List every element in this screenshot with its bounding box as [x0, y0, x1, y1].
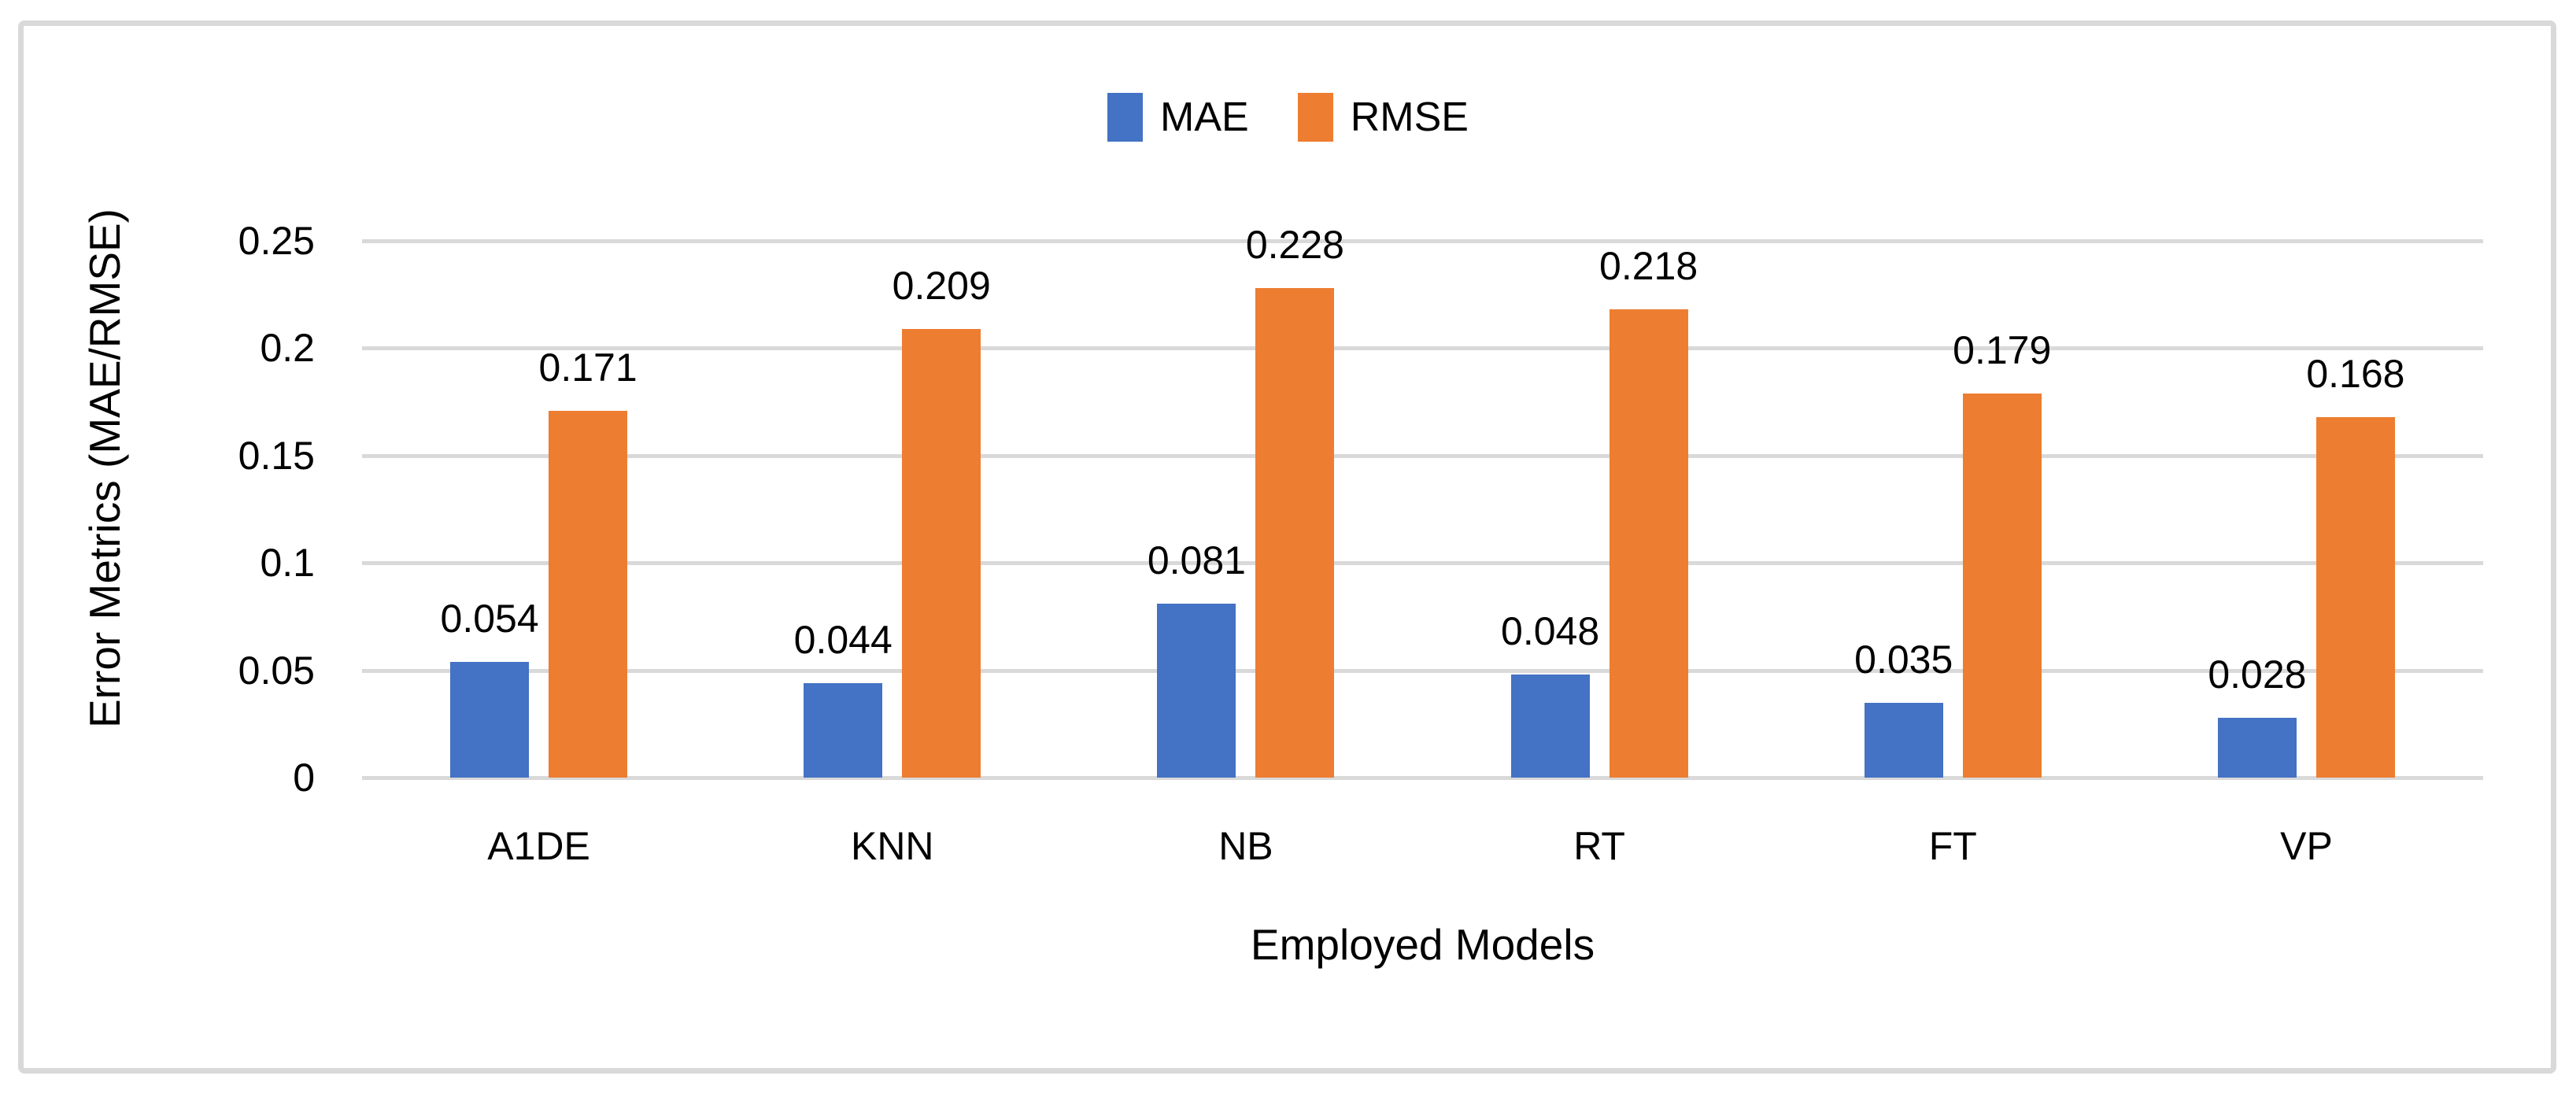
y-tick-label-0.15: 0.15 — [238, 433, 315, 478]
data-label-rmse-rt: 0.218 — [1599, 244, 1698, 289]
x-axis-title: Employed Models — [1250, 920, 1595, 969]
data-label-rmse-knn: 0.209 — [892, 263, 991, 308]
bar-mae-nb: 0.081 — [1148, 538, 1246, 778]
mae-swatch-icon — [1107, 93, 1144, 142]
data-label-mae-vp: 0.028 — [2208, 652, 2307, 697]
gridline-0.1 — [362, 561, 2483, 566]
bar-group-nb: 0.081 0.228 — [1069, 223, 1422, 778]
legend-item-mae: MAE — [1107, 93, 1249, 142]
bar-rmse-ft: 0.179 — [1953, 328, 2051, 778]
rmse-swatch-icon — [1297, 93, 1333, 142]
y-tick-label-0.05: 0.05 — [238, 648, 315, 693]
y-tick-label-0.1: 0.1 — [260, 541, 315, 586]
plot-area: 0.054 0.171 0.044 0.209 0.081 0.228 0.048 0.218… — [362, 223, 2483, 780]
data-label-mae-ft: 0.035 — [1854, 637, 1953, 682]
data-label-mae-knn: 0.044 — [793, 617, 893, 662]
gridline-0.15 — [362, 453, 2483, 458]
bar-rmse-nb: 0.228 — [1246, 223, 1344, 778]
gridline-0.25 — [362, 239, 2483, 243]
bar-mae-rt: 0.048 — [1501, 609, 1599, 778]
gridline-0.2 — [362, 346, 2483, 351]
legend-item-rmse: RMSE — [1297, 93, 1469, 142]
x-category-label-rt: RT — [1573, 824, 1625, 868]
data-label-rmse-ft: 0.179 — [1953, 327, 2052, 372]
bar-group-rt: 0.048 0.218 — [1423, 241, 1776, 778]
data-label-mae-a1de: 0.054 — [440, 596, 539, 641]
x-category-label-vp: VP — [2280, 824, 2333, 868]
legend-label-mae: MAE — [1160, 94, 1249, 140]
bar-mae-a1de: 0.054 — [441, 597, 539, 778]
y-tick-label-0.2: 0.2 — [260, 326, 315, 371]
y-tick-label-0: 0 — [293, 756, 315, 800]
y-axis-tick-labels: 0.25 0.2 0.15 0.1 0.05 0 — [94, 219, 315, 800]
bar-rmse-rt: 0.218 — [1599, 244, 1698, 778]
bar-mae-vp: 0.028 — [2208, 652, 2306, 778]
bar-mae-knn: 0.044 — [794, 618, 893, 778]
x-category-label-ft: FT — [1928, 824, 1977, 868]
data-label-rmse-a1de: 0.171 — [538, 345, 638, 390]
data-label-rmse-nb: 0.228 — [1245, 223, 1344, 268]
data-label-mae-nb: 0.081 — [1147, 538, 1246, 583]
bar-mae-ft: 0.035 — [1854, 638, 1953, 778]
bar-rmse-a1de: 0.171 — [539, 346, 638, 778]
legend-label-rmse: RMSE — [1350, 94, 1469, 140]
data-label-mae-rt: 0.048 — [1501, 609, 1600, 654]
bar-rmse-vp: 0.168 — [2306, 352, 2404, 778]
bar-group-ft: 0.035 0.179 — [1776, 241, 2130, 778]
x-category-label-nb: NB — [1218, 824, 1273, 868]
x-axis-category-labels: A1DE KNN NB RT FT VP — [362, 823, 2483, 869]
gridline-0 — [362, 776, 2483, 780]
legend: MAE RMSE — [0, 93, 2576, 142]
bar-group-a1de: 0.054 0.171 — [362, 241, 715, 778]
y-tick-label-0.25: 0.25 — [238, 219, 315, 263]
data-label-rmse-vp: 0.168 — [2306, 351, 2405, 396]
x-category-label-knn: KNN — [850, 824, 934, 868]
bar-group-knn: 0.044 0.209 — [715, 241, 1069, 778]
x-category-label-a1de: A1DE — [487, 824, 590, 868]
gridline-0.05 — [362, 668, 2483, 673]
bar-rmse-knn: 0.209 — [893, 264, 991, 778]
bar-group-vp: 0.028 0.168 — [2130, 241, 2483, 778]
